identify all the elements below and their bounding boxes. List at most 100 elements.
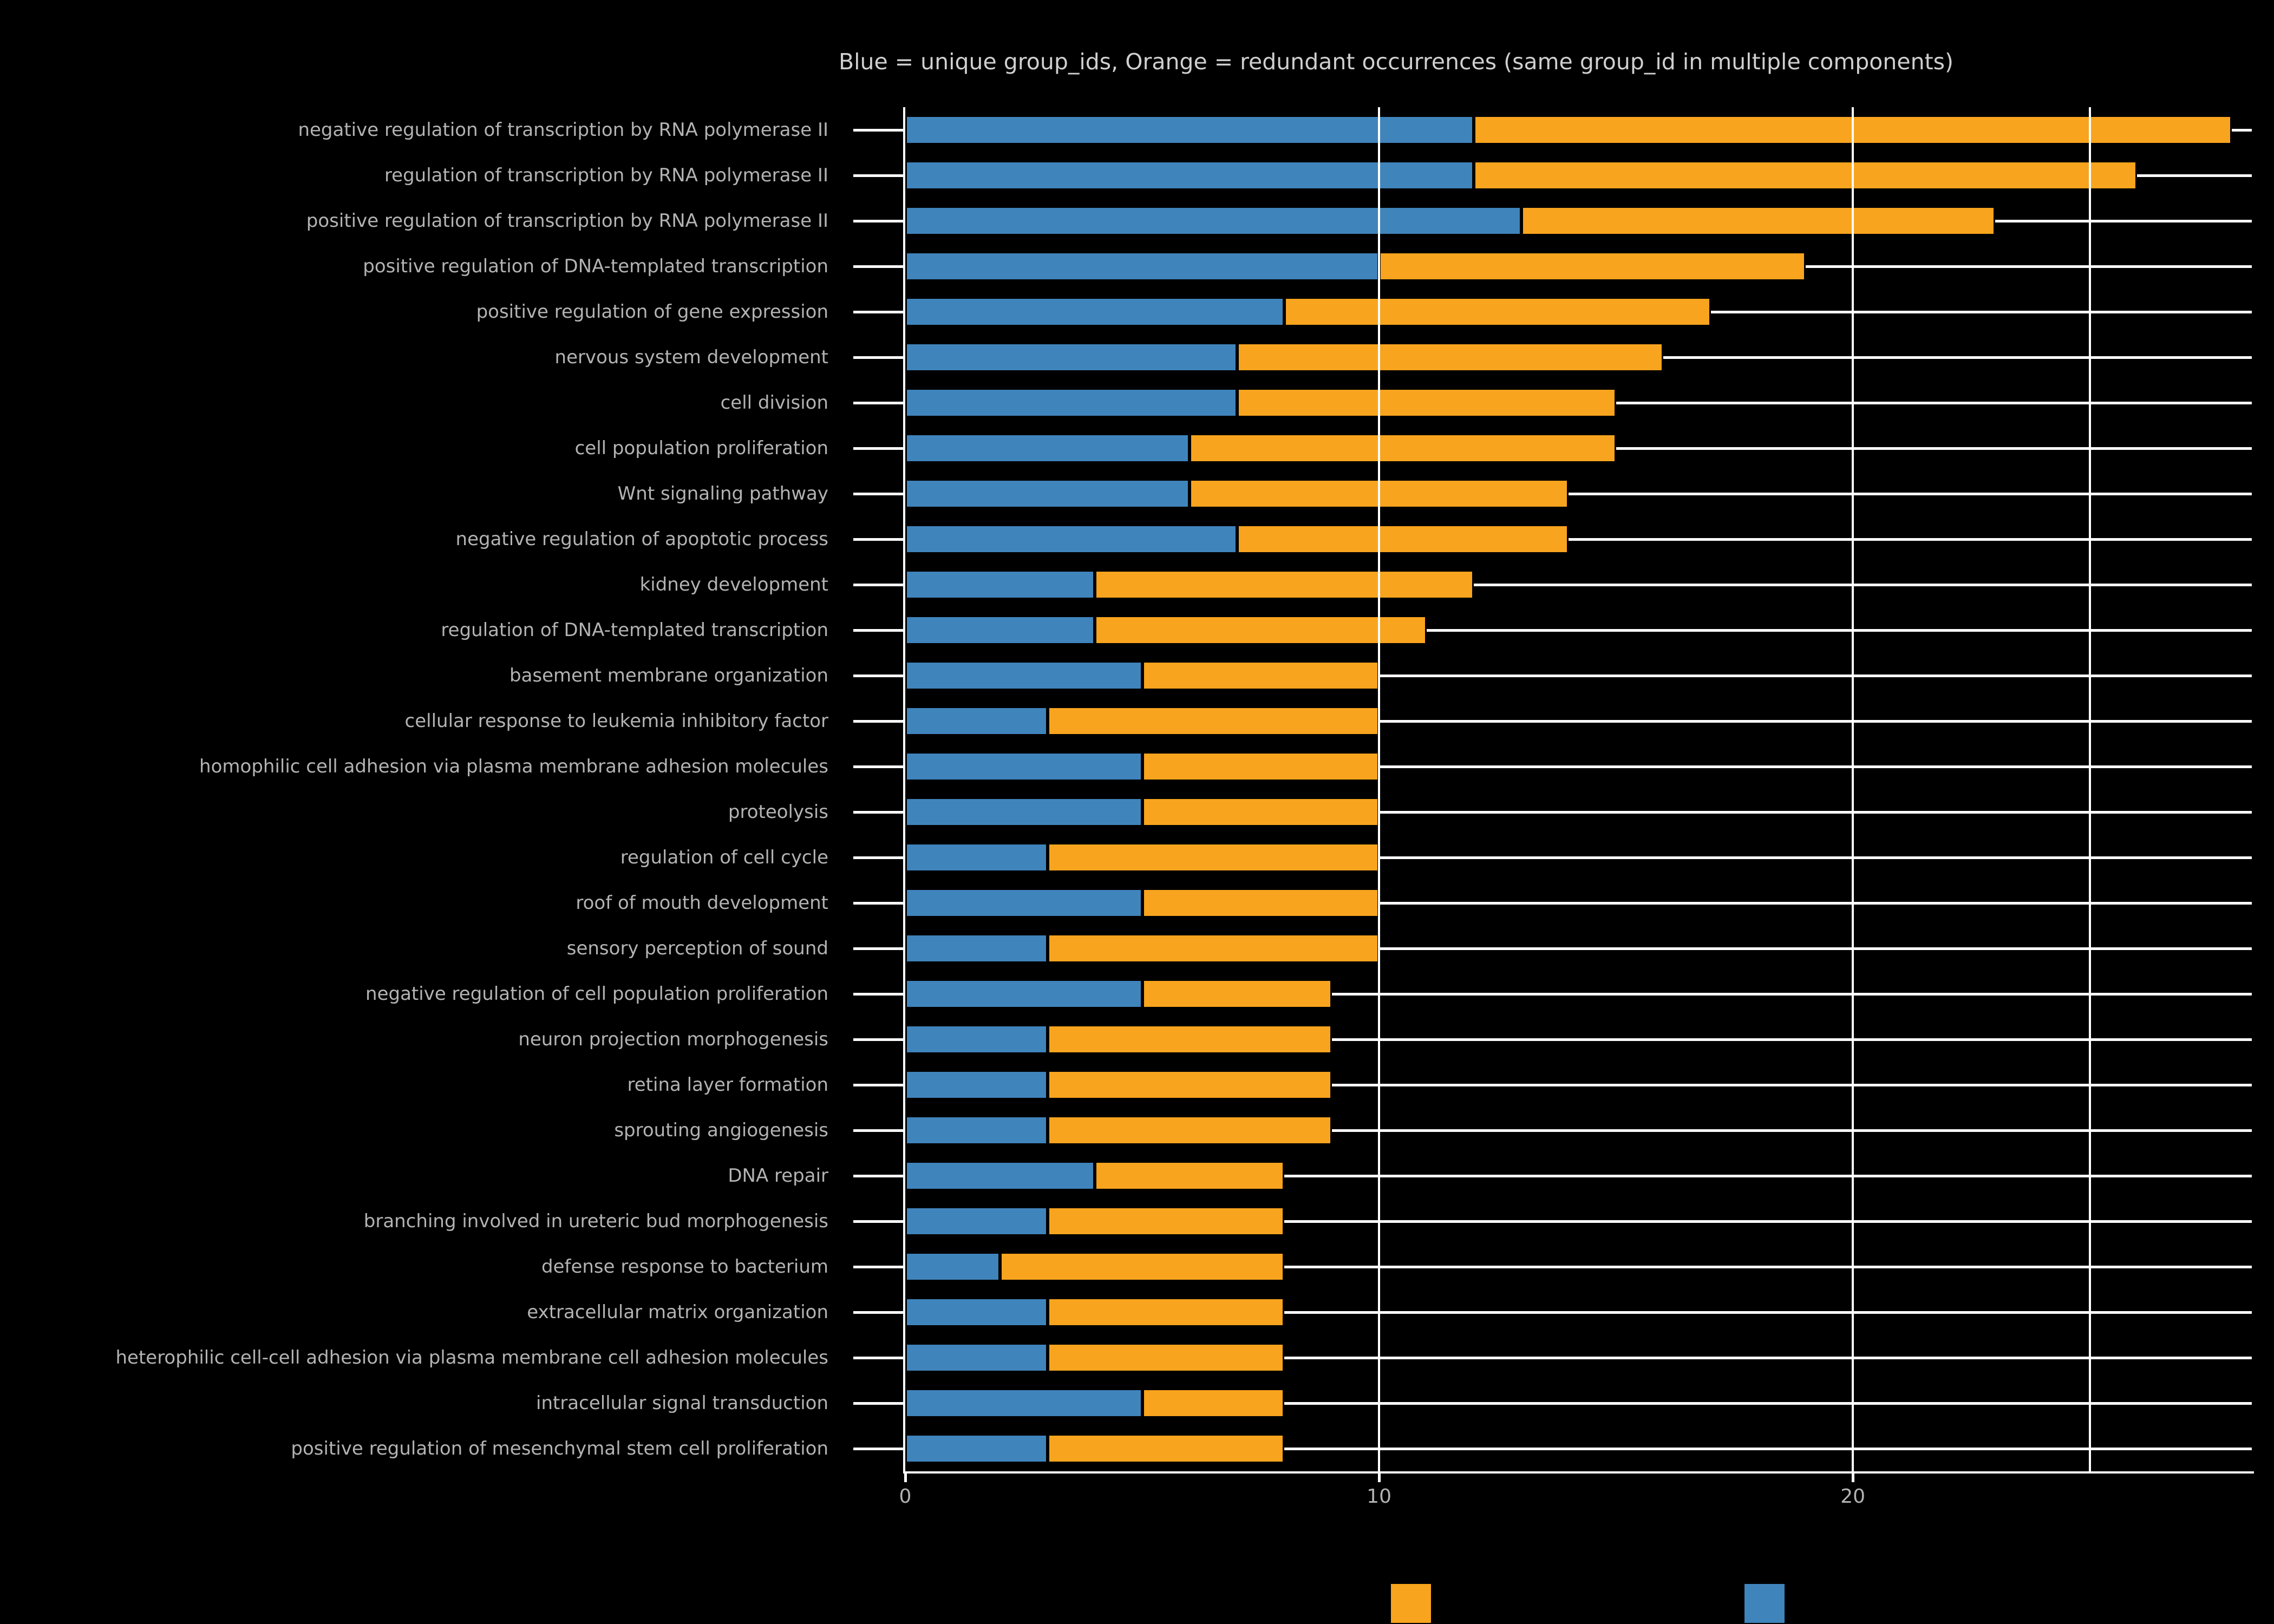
- plot-area: [905, 107, 2252, 1471]
- x-tick-label: 10: [1367, 1485, 1391, 1508]
- x-gridline: [1378, 107, 1381, 1471]
- y-gridline: [905, 1447, 2252, 1450]
- y-tick: [853, 1265, 903, 1268]
- y-tick: [853, 583, 903, 586]
- category-label: cellular response to leukemia inhibitory…: [404, 710, 828, 732]
- bar-segment-unique: [905, 1298, 1048, 1327]
- y-tick: [853, 765, 903, 768]
- category-label: positive regulation of mesenchymal stem …: [291, 1438, 828, 1459]
- category-label: cell division: [720, 392, 828, 414]
- x-tick: [1851, 1474, 1854, 1482]
- y-gridline: [905, 1311, 2252, 1314]
- y-tick: [853, 219, 903, 222]
- legend-swatch-blue: [1744, 1584, 1785, 1623]
- bar-segment-unique: [905, 434, 1190, 463]
- bar-segment-unique: [905, 115, 1474, 145]
- y-tick: [853, 674, 903, 677]
- bar-segment-redundant: [1237, 525, 1569, 554]
- y-tick: [853, 1402, 903, 1405]
- category-label: intracellular signal transduction: [536, 1392, 828, 1414]
- y-tick: [853, 1220, 903, 1223]
- category-label: sprouting angiogenesis: [614, 1119, 828, 1141]
- bar-segment-redundant: [1284, 297, 1711, 326]
- category-label: defense response to bacterium: [541, 1256, 828, 1278]
- bar-segment-redundant: [1047, 1116, 1332, 1145]
- bar-segment-unique: [905, 297, 1285, 326]
- bar-segment-unique: [905, 888, 1142, 918]
- category-label: retina layer formation: [627, 1074, 828, 1096]
- category-label: branching involved in ureteric bud morph…: [363, 1210, 828, 1232]
- bar-segment-unique: [905, 934, 1048, 963]
- category-label: nervous system development: [554, 346, 828, 368]
- category-label: extracellular matrix organization: [527, 1301, 828, 1323]
- bar-segment-redundant: [1142, 661, 1380, 690]
- y-gridline: [905, 628, 2252, 632]
- category-label: homophilic cell adhesion via plasma memb…: [199, 756, 828, 777]
- bar-segment-redundant: [1190, 434, 1616, 463]
- bar-segment-unique: [905, 343, 1237, 372]
- bar-segment-redundant: [1047, 1025, 1332, 1054]
- bar-segment-redundant: [1142, 797, 1380, 827]
- bar-segment-redundant: [1047, 706, 1380, 736]
- bar-segment-redundant: [1047, 843, 1380, 872]
- y-gridline: [905, 1356, 2252, 1359]
- x-tick-label: 20: [1840, 1485, 1866, 1508]
- bar-segment-redundant: [1142, 752, 1380, 781]
- y-tick: [853, 1083, 903, 1086]
- bar-segment-redundant: [1047, 934, 1380, 963]
- bar-segment-unique: [905, 206, 1521, 235]
- category-label: positive regulation of transcription by …: [306, 210, 828, 232]
- category-label: negative regulation of apoptotic process: [455, 528, 828, 550]
- bar-segment-redundant: [1521, 206, 1995, 235]
- y-gridline: [905, 1402, 2252, 1405]
- y-tick: [853, 174, 903, 177]
- x-gridline: [2088, 107, 2091, 1471]
- bar-segment-redundant: [1142, 979, 1332, 1009]
- bar-segment-unique: [905, 1161, 1095, 1190]
- y-gridline: [905, 492, 2252, 495]
- bar-segment-unique: [905, 1389, 1142, 1418]
- category-label: proteolysis: [728, 801, 828, 823]
- bar-segment-unique: [905, 797, 1142, 827]
- legend-swatch-orange: [1391, 1584, 1431, 1623]
- category-label: roof of mouth development: [576, 892, 828, 914]
- category-label: positive regulation of DNA-templated tra…: [363, 256, 828, 277]
- bar-segment-redundant: [1474, 161, 2138, 190]
- y-tick: [853, 447, 903, 450]
- x-tick: [1377, 1474, 1381, 1482]
- y-gridline: [905, 1038, 2252, 1041]
- category-label: sensory perception of sound: [566, 938, 828, 959]
- y-tick: [853, 265, 903, 268]
- bar-segment-unique: [905, 752, 1142, 781]
- y-gridline: [905, 1129, 2252, 1132]
- bar-segment-redundant: [1047, 1343, 1285, 1372]
- bar-segment-unique: [905, 1434, 1048, 1463]
- y-gridline: [905, 765, 2252, 768]
- y-gridline: [905, 719, 2252, 723]
- category-label: heterophilic cell-cell adhesion via plas…: [115, 1347, 828, 1368]
- y-tick: [853, 128, 903, 132]
- bar-segment-unique: [905, 661, 1142, 690]
- y-tick: [853, 1311, 903, 1314]
- bar-segment-unique: [905, 843, 1048, 872]
- bar-segment-unique: [905, 570, 1095, 599]
- bar-segment-redundant: [1379, 252, 1806, 281]
- y-tick: [853, 1447, 903, 1450]
- y-gridline: [905, 992, 2252, 996]
- category-label: neuron projection morphogenesis: [518, 1029, 828, 1050]
- category-label: DNA repair: [728, 1165, 828, 1187]
- y-tick: [853, 856, 903, 859]
- bar-segment-unique: [905, 1025, 1048, 1054]
- bar-segment-redundant: [1142, 1389, 1285, 1418]
- bar-segment-unique: [905, 479, 1190, 508]
- y-gridline: [905, 1220, 2252, 1223]
- y-tick: [853, 628, 903, 632]
- bar-segment-redundant: [1237, 343, 1664, 372]
- bar-segment-redundant: [1095, 615, 1427, 645]
- category-label: positive regulation of gene expression: [476, 301, 828, 323]
- y-axis-labels: negative regulation of transcription by …: [0, 107, 828, 1471]
- y-gridline: [905, 901, 2252, 905]
- x-tick: [904, 1474, 907, 1482]
- bar-segment-redundant: [1000, 1252, 1285, 1281]
